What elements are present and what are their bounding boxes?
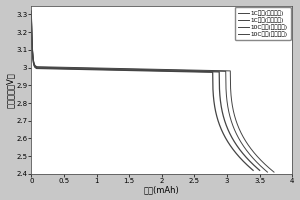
10C放电(油系负极) xyxy=(225,139,228,141)
10C放电(水系负极) xyxy=(45,67,49,69)
1C放电(水系负极) xyxy=(105,67,108,69)
10C放电(水系负极) xyxy=(221,115,225,117)
1C放电(油系负极) xyxy=(238,140,242,142)
10C放电(油系负极) xyxy=(40,67,44,70)
1C放电(水系负极) xyxy=(40,66,44,68)
1C放电(油系负极) xyxy=(30,13,33,16)
1C放电(油系负极) xyxy=(46,66,50,69)
X-axis label: 容量(mAh): 容量(mAh) xyxy=(144,185,180,194)
Line: 1C放电(水系负极): 1C放电(水系负极) xyxy=(32,11,274,172)
10C放电(水系负极) xyxy=(258,169,261,172)
Line: 10C放电(水系负极): 10C放电(水系负极) xyxy=(32,18,260,170)
1C放电(水系负极) xyxy=(244,139,247,142)
1C放电(水系负极) xyxy=(272,171,276,173)
10C放电(水系负极) xyxy=(40,67,44,69)
1C放电(油系负极) xyxy=(228,115,232,118)
10C放电(水系负极) xyxy=(101,68,104,71)
10C放电(油系负极) xyxy=(98,69,102,71)
1C放电(水系负极) xyxy=(233,115,236,117)
10C放电(水系负极) xyxy=(30,17,33,19)
10C放电(水系负极) xyxy=(231,138,235,141)
Y-axis label: 放电电压（V）: 放电电压（V） xyxy=(6,72,15,108)
Legend: 1C放电(水系负极), 1C放电(油系负极), 10C放电(水系负极), 10C放电(油系负极): 1C放电(水系负极), 1C放电(油系负极), 10C放电(水系负极), 10C… xyxy=(235,7,290,40)
10C放电(水系负极) xyxy=(241,152,244,154)
10C放电(油系负极) xyxy=(215,115,218,117)
1C放电(水系负极) xyxy=(46,66,50,68)
10C放电(油系负极) xyxy=(234,152,238,154)
Line: 1C放电(油系负极): 1C放电(油系负极) xyxy=(32,14,268,172)
1C放电(水系负极) xyxy=(254,153,257,156)
10C放电(油系负极) xyxy=(45,67,49,70)
Line: 10C放电(油系负极): 10C放电(油系负极) xyxy=(32,22,253,170)
1C放电(油系负极) xyxy=(266,171,269,173)
10C放电(油系负极) xyxy=(30,20,33,23)
1C放电(油系负极) xyxy=(103,68,106,70)
1C放电(油系负极) xyxy=(248,153,251,156)
1C放电(水系负极) xyxy=(30,10,33,12)
10C放电(油系负极) xyxy=(251,169,255,172)
1C放电(油系负极) xyxy=(40,66,44,69)
